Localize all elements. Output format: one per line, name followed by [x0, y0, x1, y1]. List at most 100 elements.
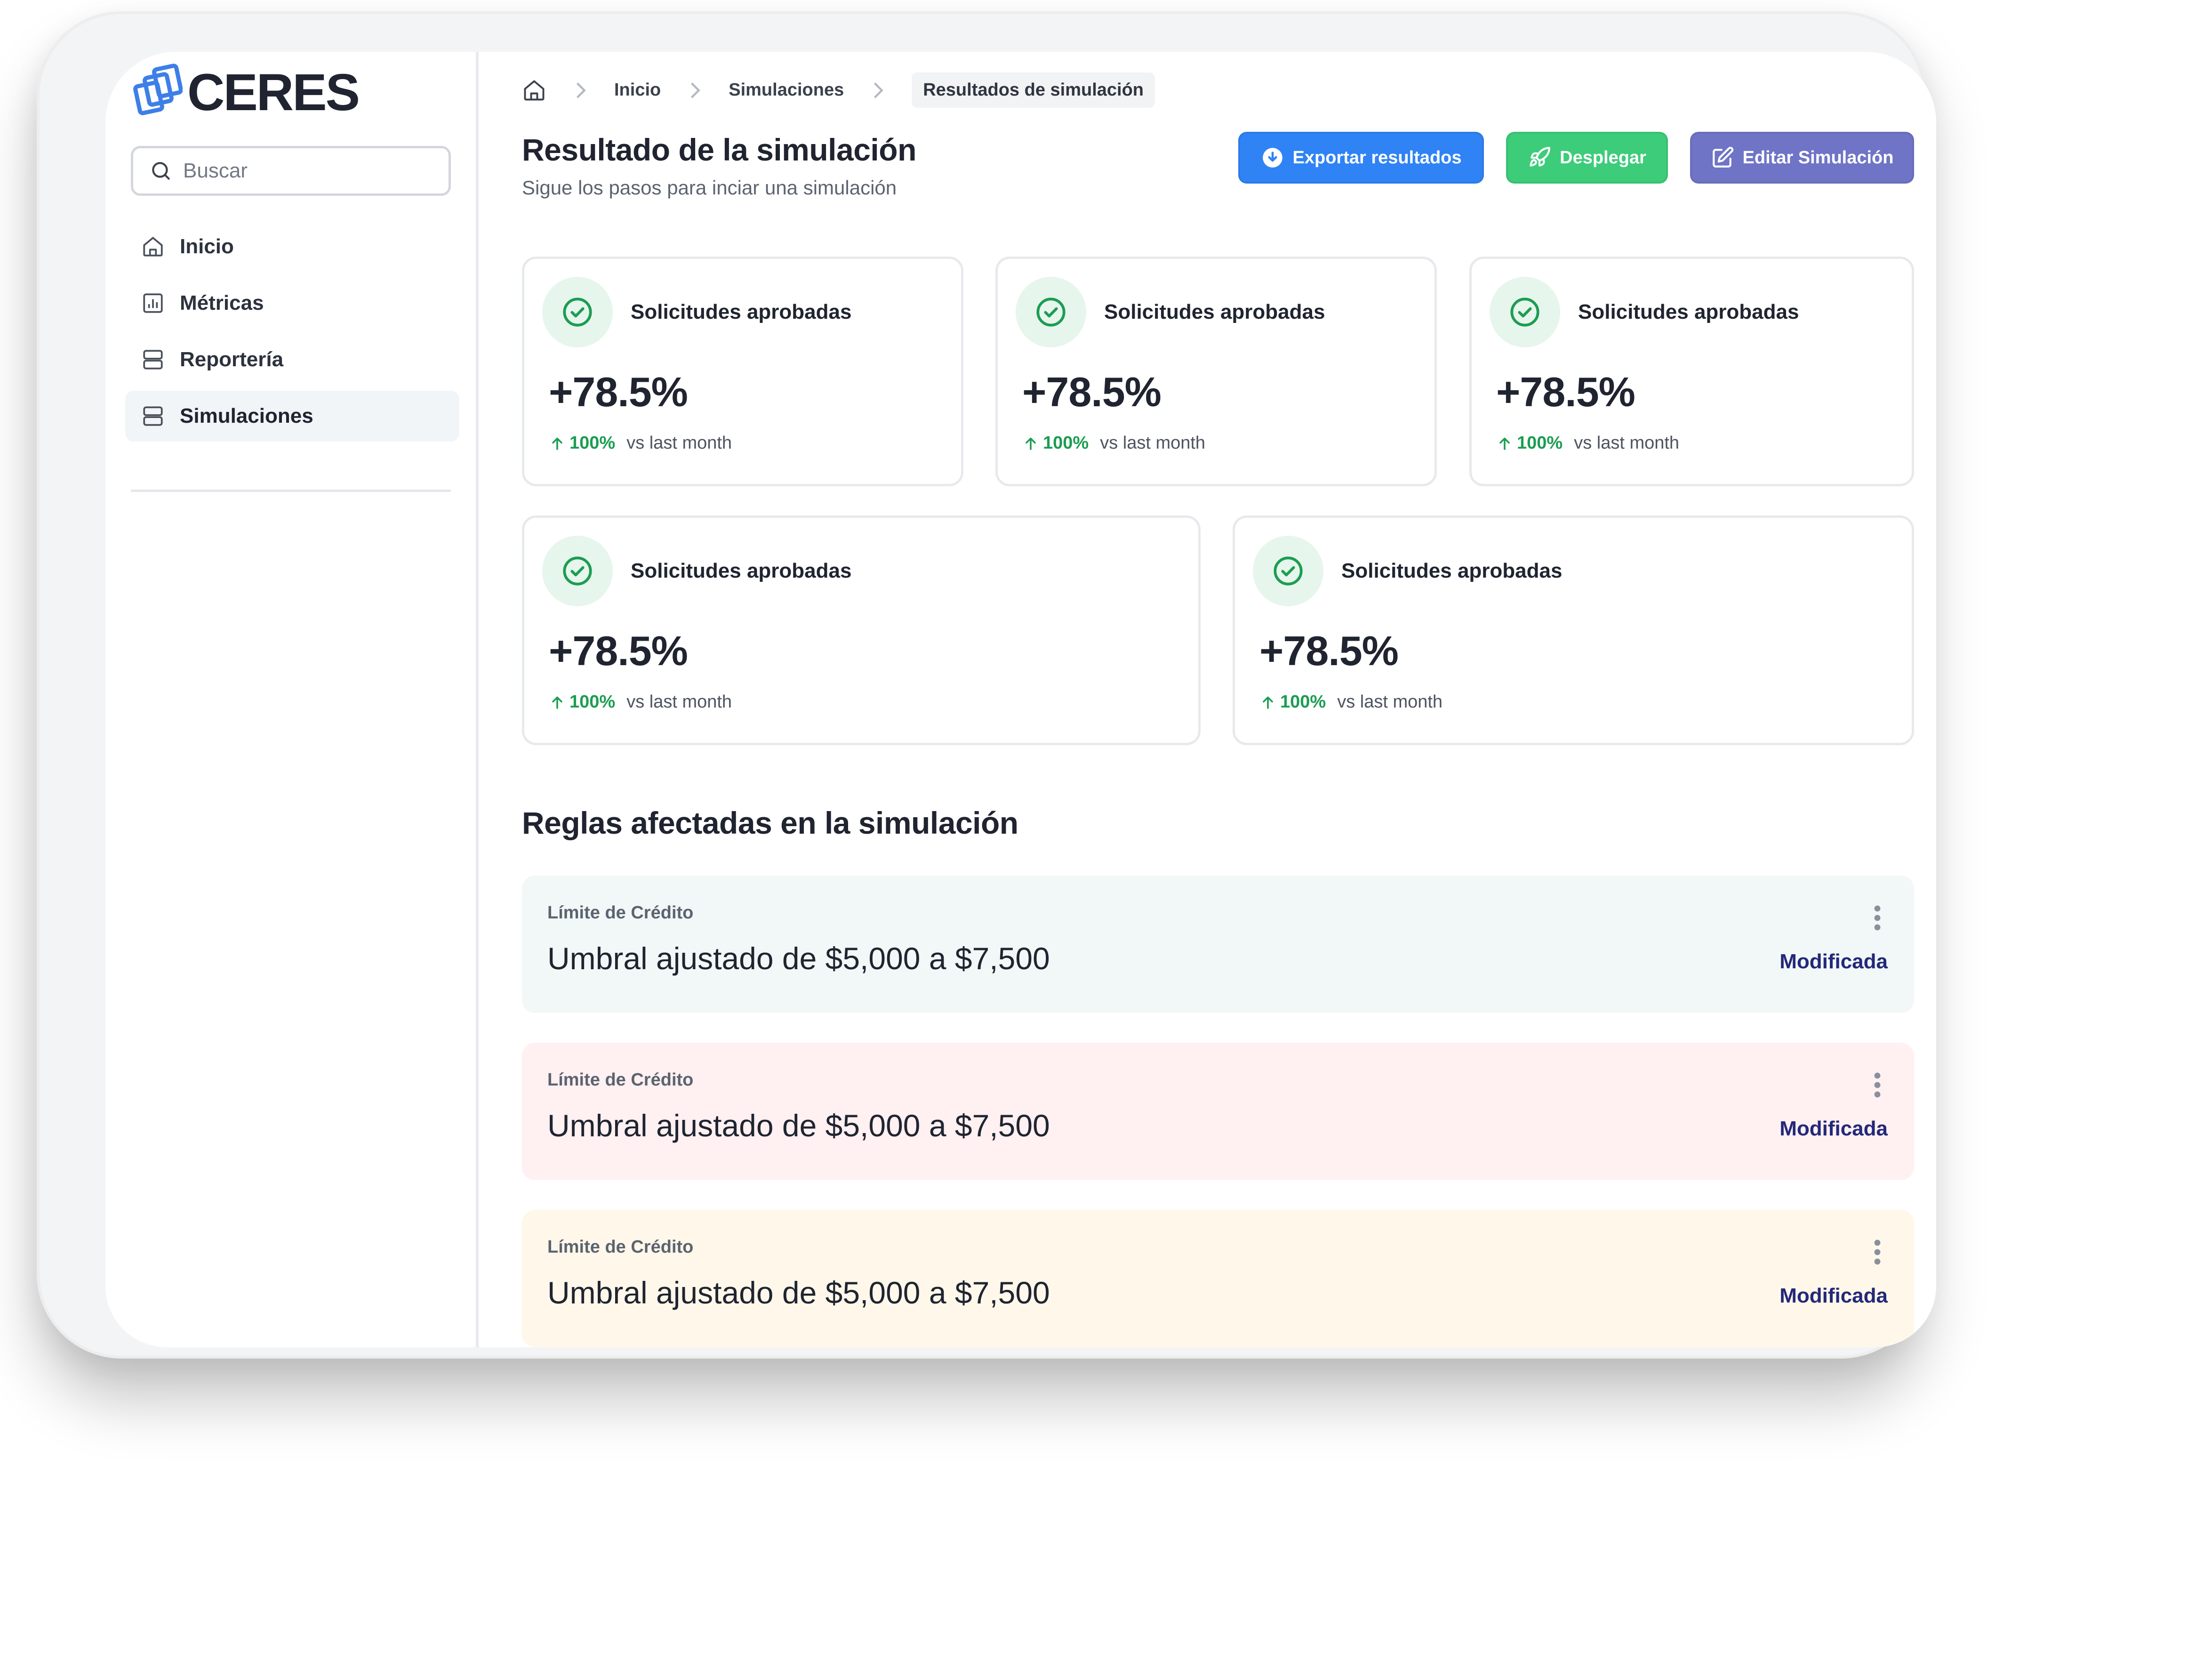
stat-title: Solicitudes aprobadas: [631, 559, 852, 582]
stat-delta-value: 100%: [1517, 433, 1563, 453]
search-icon: [152, 162, 170, 180]
export-results-button[interactable]: Exportar resultados: [1238, 132, 1484, 184]
stat-card: Solicitudes aprobadas +78.5% 100% vs las…: [1233, 515, 1914, 745]
search-box[interactable]: [131, 146, 451, 196]
stat-delta-value: 100%: [1280, 692, 1326, 712]
breadcrumb-simulaciones[interactable]: Simulaciones: [729, 80, 844, 100]
search-input[interactable]: [182, 159, 429, 183]
stat-delta-caption: vs last month: [626, 433, 732, 453]
sidebar: CERES Inicio Mé: [105, 52, 479, 1347]
check-badge: [542, 277, 613, 347]
sidebar-item-label: Inicio: [180, 235, 234, 258]
tablet-frame: CERES Inicio Mé: [37, 11, 1936, 1359]
stat-card: Solicitudes aprobadas +78.5% 100% vs las…: [1469, 257, 1914, 486]
check-badge: [542, 536, 613, 606]
stat-delta-caption: vs last month: [1100, 433, 1206, 453]
server-icon: [143, 350, 163, 370]
stat-title: Solicitudes aprobadas: [1578, 300, 1799, 323]
main-content: Inicio Simulaciones Resultados de simula…: [479, 52, 1936, 1347]
home-icon: [143, 237, 163, 257]
breadcrumb: Inicio Simulaciones Resultados de simula…: [522, 72, 1155, 108]
stat-value: +78.5%: [1022, 369, 1162, 415]
ceres-logo-icon: [133, 64, 183, 115]
page-subtitle: Sigue los pasos para inciar una simulaci…: [522, 177, 897, 199]
edit-simulation-label: Editar Simulación: [1742, 147, 1894, 168]
sidebar-nav: Inicio Métricas Reportería: [125, 221, 459, 447]
page-title: Resultado de la simulación: [522, 132, 916, 167]
check-circle-icon: [1274, 556, 1303, 586]
stat-delta-caption: vs last month: [1337, 692, 1443, 712]
server-icon: [143, 406, 163, 426]
rocket-icon: [1530, 147, 1551, 167]
stat-delta: 100% vs last month: [1496, 433, 1679, 453]
rule-status: Modificada: [1779, 950, 1888, 973]
sidebar-item-label: Reportería: [180, 348, 284, 371]
stat-delta-value: 100%: [569, 433, 616, 453]
stat-delta-value: 100%: [1043, 433, 1089, 453]
rule-card[interactable]: Límite de Crédito Umbral ajustado de $5,…: [522, 876, 1914, 1013]
breadcrumb-current: Resultados de simulación: [912, 72, 1155, 108]
rule-label: Límite de Crédito: [547, 903, 694, 923]
arrow-up-icon: [552, 437, 562, 450]
bar-chart-icon: [143, 293, 163, 313]
rule-label: Límite de Crédito: [547, 1070, 694, 1090]
stat-value: +78.5%: [549, 627, 688, 674]
rule-description: Umbral ajustado de $5,000 a $7,500: [547, 941, 1050, 976]
rules-section-title: Reglas afectadas en la simulación: [522, 805, 1018, 840]
rule-label: Límite de Crédito: [547, 1237, 694, 1257]
stat-delta: 100% vs last month: [1259, 692, 1443, 712]
stat-value: +78.5%: [1259, 627, 1399, 674]
arrow-up-icon: [552, 696, 562, 709]
rule-card[interactable]: Límite de Crédito Umbral ajustado de $5,…: [522, 1210, 1914, 1347]
stat-value: +78.5%: [549, 369, 688, 415]
download-circle-icon: [1262, 148, 1282, 168]
rule-status: Modificada: [1779, 1284, 1888, 1307]
more-vertical-icon[interactable]: [1873, 1071, 1882, 1099]
stat-delta: 100% vs last month: [549, 433, 732, 453]
breadcrumb-inicio[interactable]: Inicio: [614, 80, 661, 100]
arrow-up-icon: [1499, 437, 1510, 450]
check-circle-icon: [1510, 298, 1539, 327]
edit-icon: [1712, 146, 1733, 168]
rule-status: Modificada: [1779, 1117, 1888, 1140]
stat-delta: 100% vs last month: [549, 692, 732, 712]
stat-delta-value: 100%: [569, 692, 616, 712]
deploy-label: Desplegar: [1560, 147, 1646, 168]
edit-simulation-button[interactable]: Editar Simulación: [1690, 132, 1914, 184]
sidebar-item-label: Métricas: [180, 291, 264, 314]
stat-delta: 100% vs last month: [1022, 433, 1205, 453]
check-badge: [1490, 277, 1560, 347]
rule-description: Umbral ajustado de $5,000 a $7,500: [547, 1275, 1050, 1310]
stat-value: +78.5%: [1496, 369, 1635, 415]
more-vertical-icon[interactable]: [1873, 1238, 1882, 1266]
arrow-up-icon: [1263, 696, 1273, 709]
chevron-right-icon: [874, 82, 883, 98]
home-icon[interactable]: [522, 78, 546, 103]
chevron-right-icon: [576, 82, 586, 98]
chevron-right-icon: [691, 82, 700, 98]
stat-delta-caption: vs last month: [626, 692, 732, 712]
arrow-up-icon: [1026, 437, 1036, 450]
stat-title: Solicitudes aprobadas: [1341, 559, 1563, 582]
export-results-label: Exportar resultados: [1292, 147, 1462, 168]
app-screen: CERES Inicio Mé: [105, 52, 1936, 1347]
stat-card: Solicitudes aprobadas +78.5% 100% vs las…: [995, 257, 1437, 486]
sidebar-item-simulaciones[interactable]: Simulaciones: [125, 391, 459, 442]
check-badge: [1253, 536, 1323, 606]
stat-delta-caption: vs last month: [1574, 433, 1680, 453]
more-vertical-icon[interactable]: [1873, 904, 1882, 932]
check-circle-icon: [563, 556, 592, 586]
check-circle-icon: [1036, 298, 1066, 327]
sidebar-item-label: Simulaciones: [180, 404, 313, 427]
check-badge: [1016, 277, 1086, 347]
rule-card[interactable]: Límite de Crédito Umbral ajustado de $5,…: [522, 1043, 1914, 1180]
brand-name: CERES: [187, 63, 360, 121]
sidebar-item-reporteria[interactable]: Reportería: [125, 334, 459, 385]
stat-card: Solicitudes aprobadas +78.5% 100% vs las…: [522, 257, 963, 486]
brand-logo[interactable]: CERES: [131, 61, 360, 123]
sidebar-item-metricas[interactable]: Métricas: [125, 278, 459, 329]
stat-card: Solicitudes aprobadas +78.5% 100% vs las…: [522, 515, 1201, 745]
deploy-button[interactable]: Desplegar: [1506, 132, 1668, 184]
rule-description: Umbral ajustado de $5,000 a $7,500: [547, 1108, 1050, 1143]
sidebar-item-inicio[interactable]: Inicio: [125, 221, 459, 272]
